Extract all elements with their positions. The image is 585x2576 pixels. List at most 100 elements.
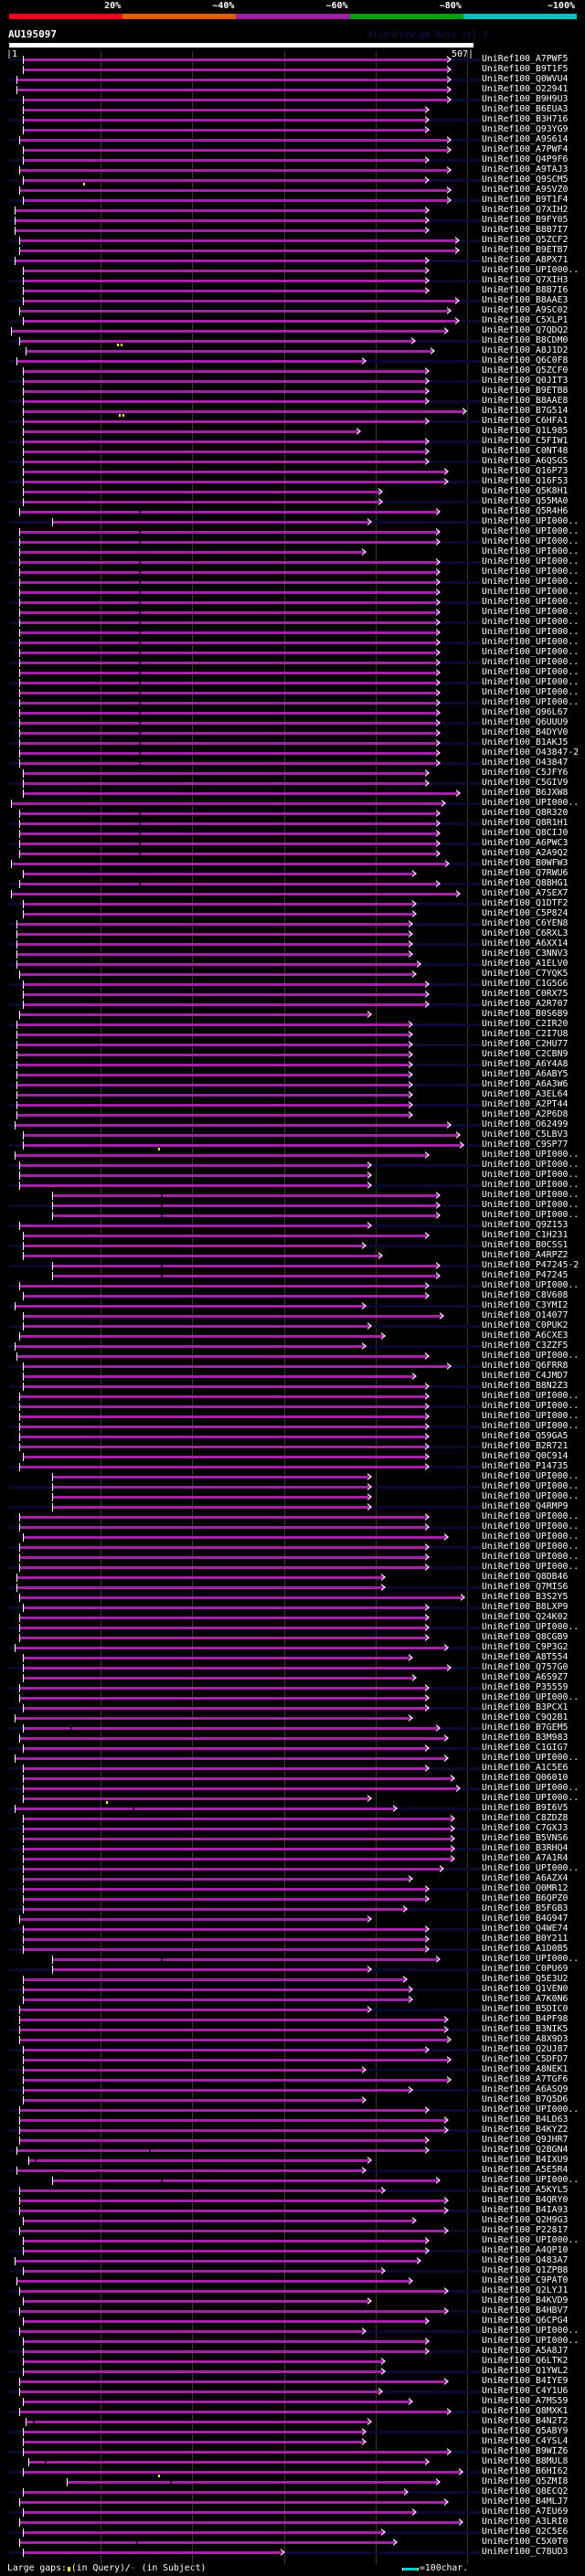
hit-label-link[interactable]: UniRef100_A2A9Q2 — [482, 847, 569, 858]
hit-label-link[interactable]: UniRef100_A6A3W6 — [482, 1078, 569, 1089]
hit-label-link[interactable]: UniRef100_A7EU69 — [482, 2506, 569, 2517]
hit-label-link[interactable]: UniRef100_C5P824 — [482, 907, 569, 918]
hit-label-link[interactable]: UniRef100_C1G5G6 — [482, 978, 569, 989]
hit-label-link[interactable]: UniRef100_B9FY05 — [482, 214, 569, 225]
hit-label-link[interactable]: UniRef100_A5KYL5 — [482, 2184, 569, 2195]
hit-label-link[interactable]: UniRef100_A4RPZ2 — [482, 1249, 569, 1260]
hit-label-link[interactable]: UniRef100_UPI000.. — [482, 2325, 580, 2336]
hit-label-link[interactable]: UniRef100_B5FGB3 — [482, 1903, 569, 1913]
hit-label-link[interactable]: UniRef100_UPI000.. — [482, 525, 580, 536]
hit-label-link[interactable]: UniRef100_A8T554 — [482, 1651, 569, 1662]
hit-label-link[interactable]: UniRef100_UPI000.. — [482, 2104, 580, 2115]
hit-label-link[interactable]: UniRef100_UPI000.. — [482, 1541, 580, 1552]
hit-label-link[interactable]: UniRef100_Q1ZPB8 — [482, 2264, 569, 2275]
hit-label-link[interactable]: UniRef100_C1GIG7 — [482, 1742, 569, 1753]
hit-label-link[interactable]: UniRef100_Q0MR12 — [482, 1882, 569, 1893]
hit-label-link[interactable]: UniRef100_B7G514 — [482, 405, 569, 416]
hit-label-link[interactable]: UniRef100_Q5R4H6 — [482, 505, 569, 516]
hit-label-link[interactable]: UniRef100_UPI000.. — [482, 646, 580, 657]
hit-label-link[interactable]: UniRef100_C4YSL4 — [482, 2435, 569, 2446]
hit-label-link[interactable]: UniRef100_B0CSS1 — [482, 1239, 569, 1250]
hit-label-link[interactable]: UniRef100_A8X9D3 — [482, 2033, 569, 2044]
hit-label-link[interactable]: UniRef100_UPI000.. — [482, 656, 580, 667]
hit-label-link[interactable]: UniRef100_A5A8J7 — [482, 2345, 569, 2356]
hit-label-link[interactable]: UniRef100_A7A1R4 — [482, 1852, 569, 1863]
hit-label-link[interactable]: UniRef100_A7K0N6 — [482, 1993, 569, 2004]
hit-label-link[interactable]: UniRef100_UPI000.. — [482, 535, 580, 546]
hit-label-link[interactable]: UniRef100_B4N2T2 — [482, 2415, 569, 2426]
hit-label-link[interactable]: UniRef100_A6Y4A8 — [482, 1058, 569, 1069]
hit-label-link[interactable]: UniRef100_C0RX75 — [482, 988, 569, 999]
hit-label-link[interactable]: UniRef100_UPI000.. — [482, 1189, 580, 1200]
hit-label-link[interactable]: UniRef100_Q4P9F6 — [482, 154, 569, 164]
hit-label-link[interactable]: UniRef100_Q1YWL2 — [482, 2365, 569, 2376]
hit-label-link[interactable]: UniRef100_B8CDM0 — [482, 334, 569, 345]
hit-label-link[interactable]: UniRef100_UPI000.. — [482, 1490, 580, 1501]
hit-label-link[interactable]: UniRef100_UPI000.. — [482, 676, 580, 687]
hit-label-link[interactable]: UniRef100_O22941 — [482, 83, 569, 94]
hit-label-link[interactable]: UniRef100_C9Q2B1 — [482, 1712, 569, 1723]
hit-label-link[interactable]: UniRef100_B9ETB8 — [482, 385, 569, 396]
hit-label-link[interactable]: UniRef100_UPI000.. — [482, 1531, 580, 1542]
hit-label-link[interactable]: UniRef100_UPI000.. — [482, 546, 580, 557]
hit-label-link[interactable]: UniRef100_P14735 — [482, 1460, 569, 1471]
hit-label-link[interactable]: UniRef100_C2CBN9 — [482, 1048, 569, 1059]
hit-label-link[interactable]: UniRef100_B6HI62 — [482, 2465, 569, 2476]
hit-label-link[interactable]: UniRef100_A6ABY5 — [482, 1068, 569, 1079]
hit-label-link[interactable]: UniRef100_C9SP77 — [482, 1139, 569, 1150]
hit-label-link[interactable]: UniRef100_UPI000.. — [482, 686, 580, 697]
hit-label-link[interactable]: UniRef100_Q6CPG4 — [482, 2315, 569, 2326]
hit-label-link[interactable]: UniRef100_A6XX14 — [482, 938, 569, 949]
hit-label-link[interactable]: UniRef100_B9I6V5 — [482, 1802, 569, 1813]
hit-label-link[interactable]: UniRef100_B3S2Y5 — [482, 1591, 569, 1602]
hit-label-link[interactable]: UniRef100_UPI000.. — [482, 666, 580, 677]
hit-label-link[interactable]: UniRef100_UPI000.. — [482, 1149, 580, 1160]
hit-label-link[interactable]: UniRef100_UPI000.. — [482, 1420, 580, 1431]
hit-label-link[interactable]: UniRef100_A7PWF5 — [482, 53, 569, 64]
hit-label-link[interactable]: UniRef100_B8MUL8 — [482, 2455, 569, 2466]
hit-label-link[interactable]: UniRef100_UPI000.. — [482, 1551, 580, 1562]
hit-label-link[interactable]: UniRef100_C7GXJ3 — [482, 1822, 569, 1833]
hit-label-link[interactable]: UniRef100_A7SEX7 — [482, 887, 569, 898]
hit-label-link[interactable]: UniRef100_Q1L985 — [482, 425, 569, 436]
hit-label-link[interactable]: UniRef100_C5X0T0 — [482, 2536, 569, 2547]
hit-label-link[interactable]: UniRef100_B8B7I6 — [482, 284, 569, 295]
hit-label-link[interactable]: UniRef100_A8J1D2 — [482, 345, 569, 355]
hit-label-link[interactable]: UniRef100_A6ASQ9 — [482, 2083, 569, 2094]
hit-label-link[interactable]: UniRef100_UPI000.. — [482, 606, 580, 617]
hit-label-link[interactable]: UniRef100_A1C5E6 — [482, 1762, 569, 1773]
hit-label-link[interactable]: UniRef100_A8PX71 — [482, 254, 569, 265]
hit-label-link[interactable]: UniRef100_B5DIC0 — [482, 2003, 569, 2014]
hit-label-link[interactable]: UniRef100_B0WFW3 — [482, 857, 569, 868]
hit-label-link[interactable]: UniRef100_B0S6B9 — [482, 1008, 569, 1019]
hit-label-link[interactable]: UniRef100_UPI000.. — [482, 566, 580, 577]
hit-label-link[interactable]: UniRef100_UPI000.. — [482, 1350, 580, 1361]
hit-label-link[interactable]: UniRef100_A6PWC3 — [482, 837, 569, 848]
hit-label-link[interactable]: UniRef100_UPI000.. — [482, 1169, 580, 1180]
hit-label-link[interactable]: UniRef100_B6JXW8 — [482, 787, 569, 798]
hit-label-link[interactable]: UniRef100_B9ETB7 — [482, 244, 569, 255]
hit-label-link[interactable]: UniRef100_UPI000.. — [482, 596, 580, 607]
hit-label-link[interactable]: UniRef100_C5LBV3 — [482, 1129, 569, 1140]
hit-label-link[interactable]: UniRef100_Q8MXK1 — [482, 2405, 569, 2416]
hit-label-link[interactable]: UniRef100_C7YQK5 — [482, 968, 569, 979]
hit-label-link[interactable]: UniRef100_Q24K02 — [482, 1611, 569, 1622]
hit-label-link[interactable]: UniRef100_UPI000.. — [482, 556, 580, 567]
hit-label-link[interactable]: UniRef100_Q2C5E6 — [482, 2526, 569, 2537]
hit-label-link[interactable]: UniRef100_UPI000.. — [482, 626, 580, 637]
hit-label-link[interactable]: UniRef100_Q7MIS6 — [482, 1581, 569, 1592]
hit-label-link[interactable]: UniRef100_A1ELV0 — [482, 958, 569, 969]
hit-label-link[interactable]: UniRef100_Q8ECQ2 — [482, 2486, 569, 2496]
hit-label-link[interactable]: UniRef100_Q4RMP9 — [482, 1500, 569, 1511]
hit-label-link[interactable]: UniRef100_Q7XIH3 — [482, 274, 569, 285]
hit-label-link[interactable]: UniRef100_C8V608 — [482, 1289, 569, 1300]
hit-label-link[interactable]: UniRef100_C4JMD7 — [482, 1370, 569, 1381]
hit-label-link[interactable]: UniRef100_UPI000.. — [482, 2234, 580, 2245]
hit-label-link[interactable]: UniRef100_A2R707 — [482, 998, 569, 1009]
hit-label-link[interactable]: UniRef100_A2PT44 — [482, 1098, 569, 1109]
hit-label-link[interactable]: UniRef100_Q16P73 — [482, 465, 569, 476]
hit-label-link[interactable]: UniRef100_B4IYE9 — [482, 2375, 569, 2386]
hit-label-link[interactable]: UniRef100_Q7QDQ2 — [482, 324, 569, 335]
hit-label-link[interactable]: UniRef100_C0NT48 — [482, 445, 569, 456]
hit-label-link[interactable]: UniRef100_O43847-2 — [482, 747, 580, 758]
